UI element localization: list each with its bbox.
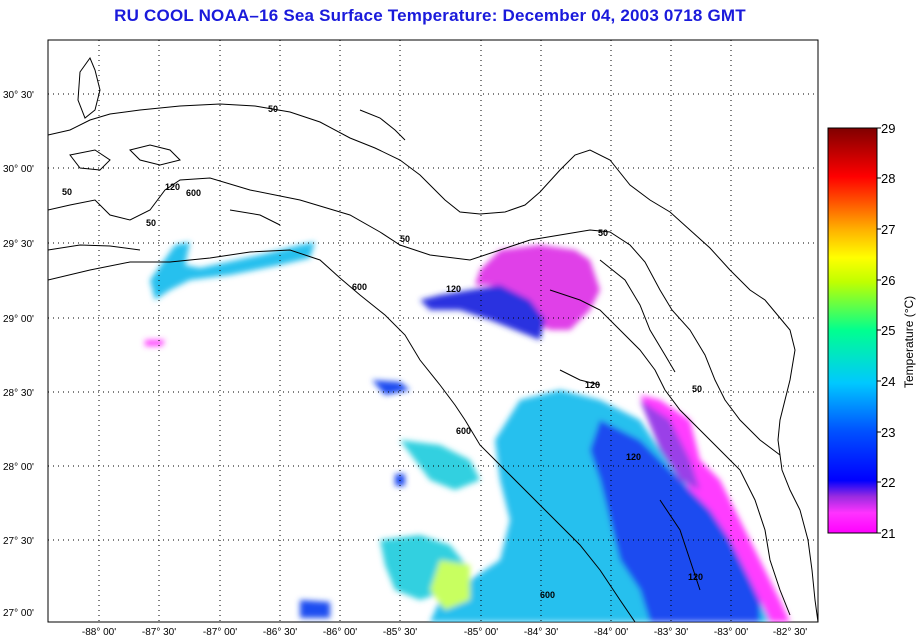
contour-label: 120	[165, 182, 180, 192]
contour-label: 50	[598, 228, 608, 238]
grid-lines	[48, 40, 818, 622]
colorbar: 29 28 27 26 25 24 23 22 21 Temperature (…	[827, 121, 916, 541]
lon-label: -86° 30'	[263, 627, 297, 638]
lon-label: -82° 30'	[773, 627, 807, 638]
lon-label: -88° 00'	[82, 627, 116, 638]
lat-label: 27° 00'	[3, 608, 34, 619]
lon-label: -83° 30'	[654, 627, 688, 638]
contour-label: 50	[400, 234, 410, 244]
lat-label: 28° 00'	[3, 462, 34, 473]
lon-label: -84° 00'	[594, 627, 628, 638]
colorbar-tick-label: 27	[881, 222, 895, 237]
lat-label: 29° 00'	[3, 314, 34, 325]
contour-label: 120	[446, 284, 461, 294]
coastline-layer	[48, 56, 818, 622]
sst-data-layer	[145, 242, 790, 622]
lat-label: 30° 00'	[3, 164, 34, 175]
contour-label: 120	[585, 380, 600, 390]
colorbar-tick-label: 21	[881, 526, 895, 541]
colorbar-tick-label: 26	[881, 273, 895, 288]
colorbar-gradient	[827, 127, 878, 534]
longitude-labels: -88° 00' -87° 30' -87° 00' -86° 30' -86°…	[82, 627, 807, 638]
contour-label: 50	[692, 384, 702, 394]
colorbar-tick-label: 28	[881, 171, 895, 186]
lon-label: -87° 30'	[142, 627, 176, 638]
colorbar-tick-label: 29	[881, 121, 895, 136]
lat-label: 30° 30'	[3, 90, 34, 101]
contour-label: 600	[186, 188, 201, 198]
colorbar-title: Temperature (°C)	[902, 296, 916, 388]
lat-label: 28° 30'	[3, 388, 34, 399]
lon-label: -87° 00'	[203, 627, 237, 638]
contour-label: 50	[62, 187, 72, 197]
latitude-labels: 30° 30' 30° 00' 29° 30' 29° 00' 28° 30' …	[3, 90, 34, 619]
lat-label: 27° 30'	[3, 536, 34, 547]
contour-label: 120	[688, 572, 703, 582]
contour-label: 50	[268, 104, 278, 114]
contour-label: 50	[146, 218, 156, 228]
lon-label: -83° 00'	[714, 627, 748, 638]
colorbar-tick-label: 24	[881, 374, 895, 389]
colorbar-ticks	[877, 127, 881, 534]
lon-label: -86° 00'	[323, 627, 357, 638]
colorbar-tick-label: 23	[881, 425, 895, 440]
contour-label: 600	[456, 426, 471, 436]
lat-label: 29° 30'	[3, 239, 34, 250]
contour-label: 600	[352, 282, 367, 292]
map-title: RU COOL NOAA–16 Sea Surface Temperature:…	[114, 6, 746, 25]
contour-label: 120	[626, 452, 641, 462]
colorbar-tick-label: 22	[881, 475, 895, 490]
contour-labels: 50 50 50 120 600 50 600 120 50 600 120 1…	[62, 104, 703, 600]
lon-label: -84° 30'	[524, 627, 558, 638]
lon-label: -85° 30'	[383, 627, 417, 638]
lon-label: -85° 00'	[464, 627, 498, 638]
contour-label: 600	[540, 590, 555, 600]
colorbar-tick-label: 25	[881, 323, 895, 338]
